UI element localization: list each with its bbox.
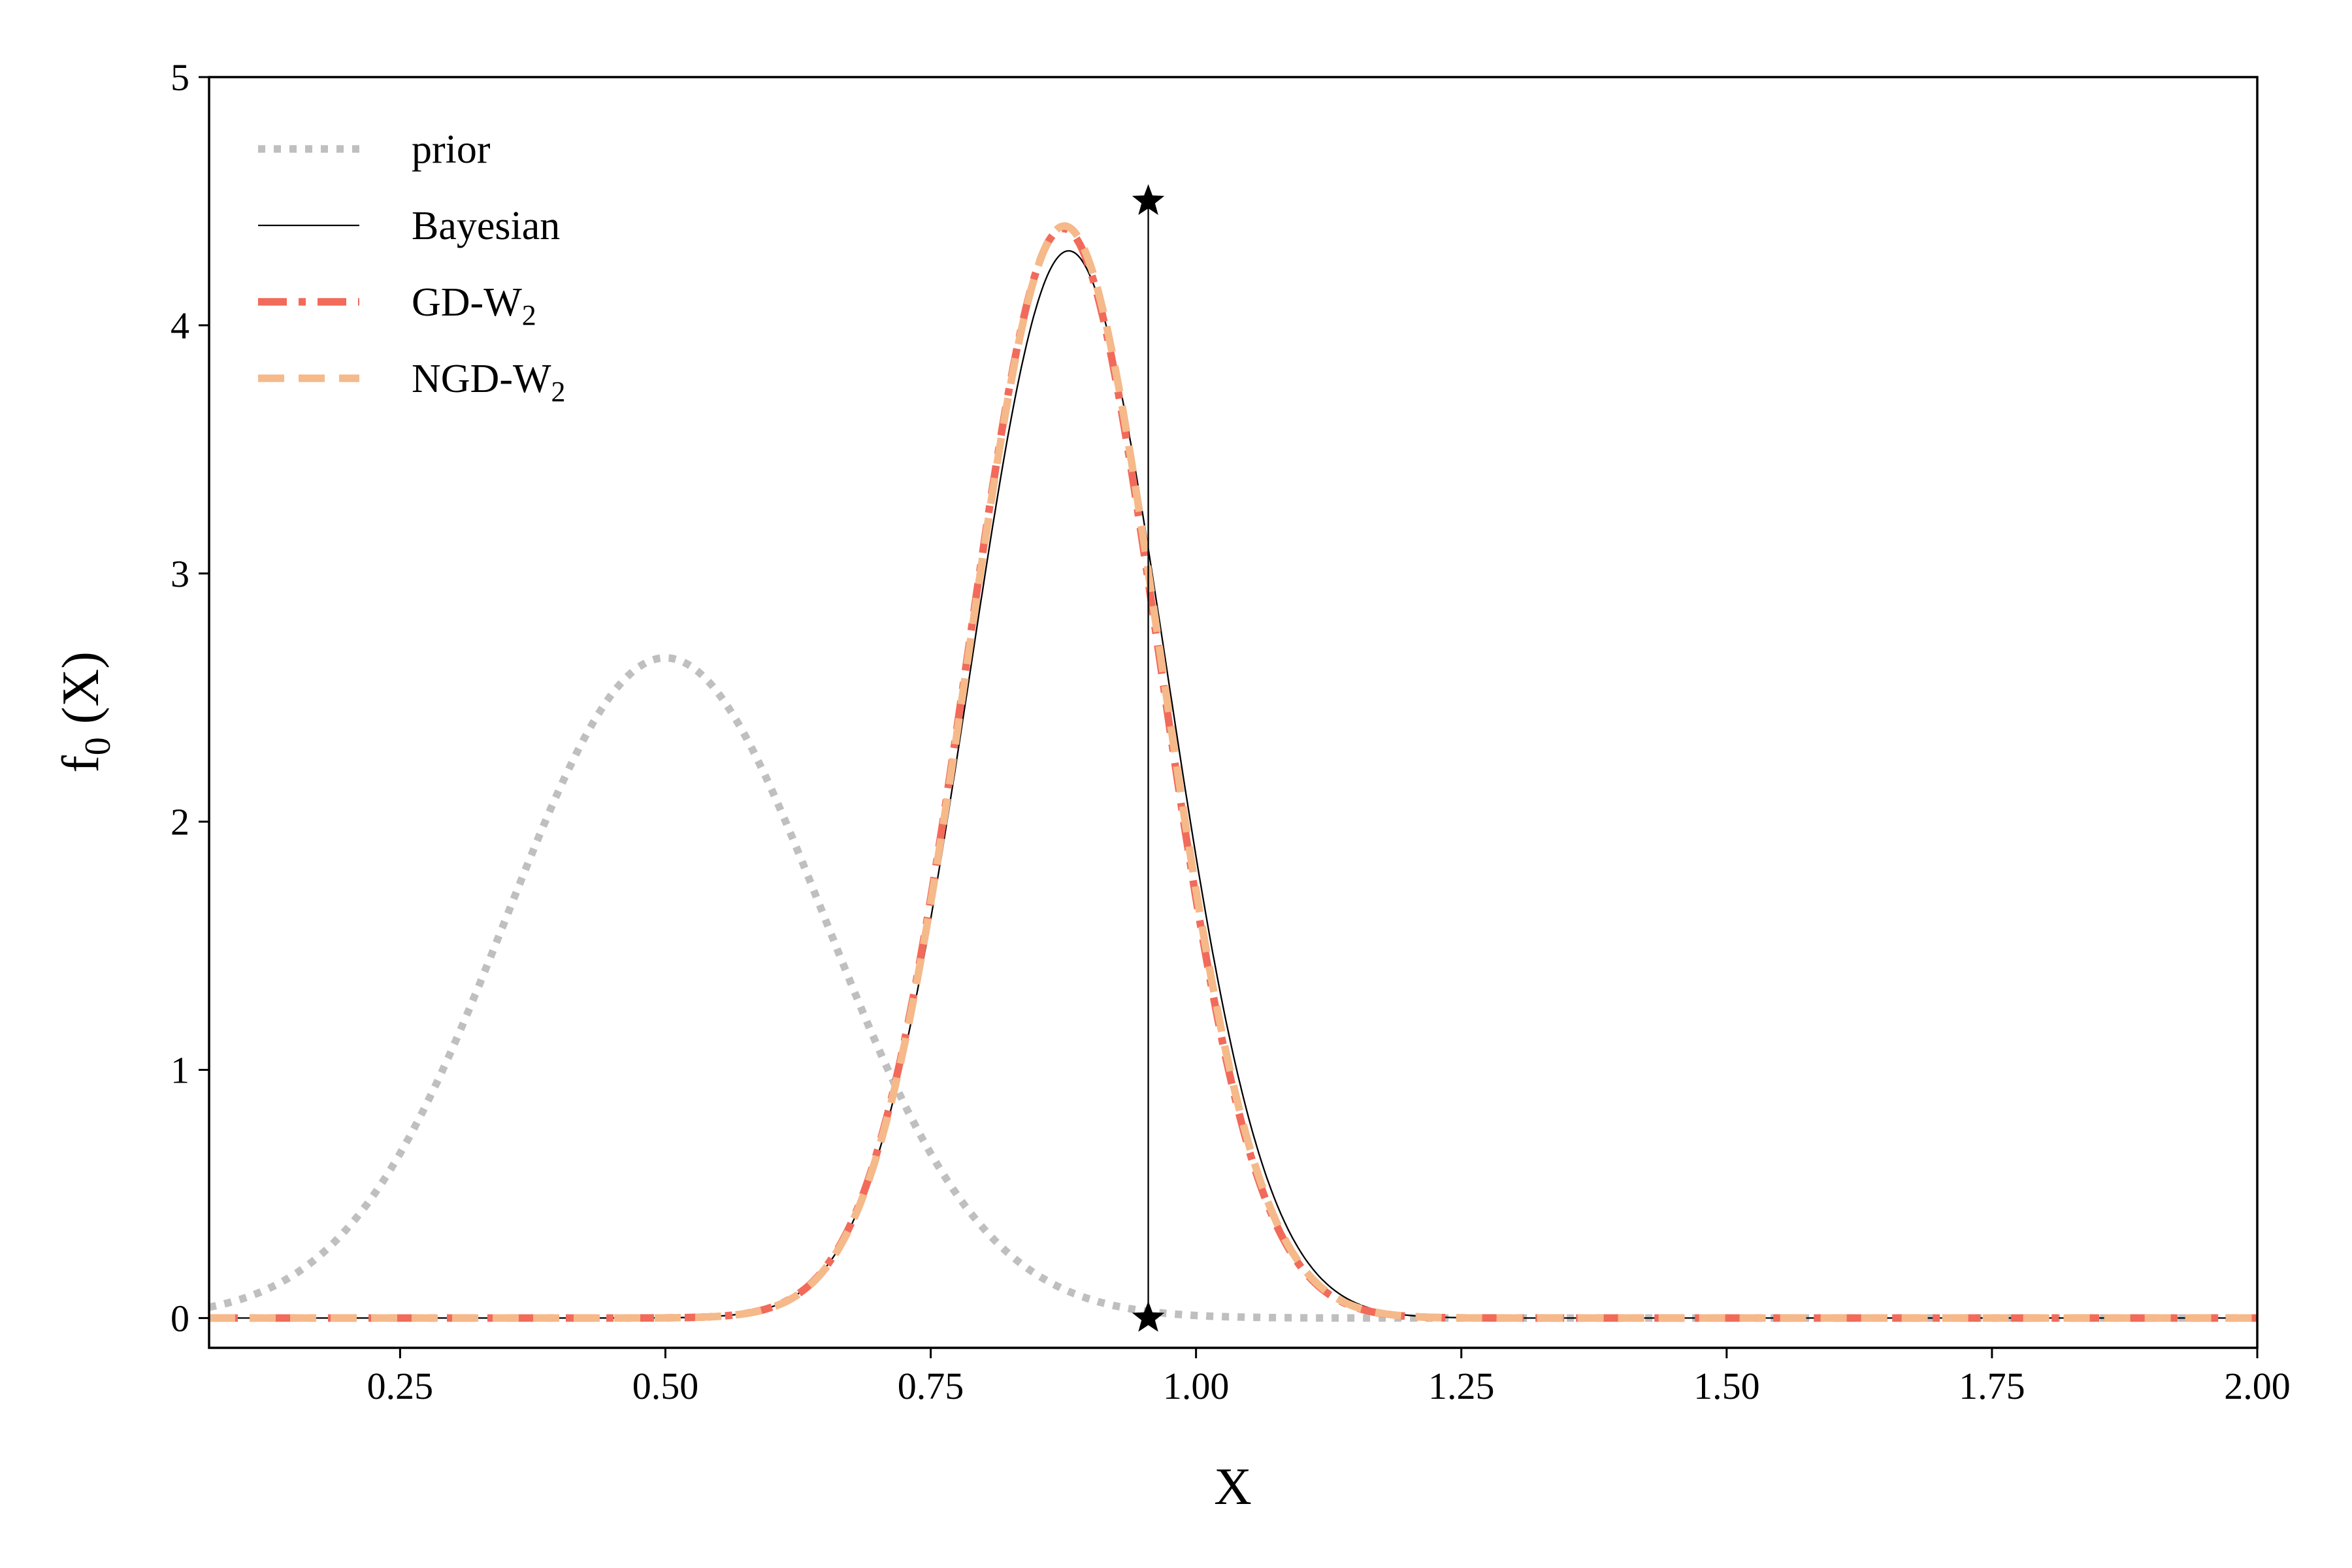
y-tick-label: 0 <box>171 1297 189 1339</box>
x-tick-label: 0.25 <box>367 1365 434 1407</box>
legend-label-bayesian: Bayesian <box>412 204 560 248</box>
x-tick-label: 2.00 <box>2224 1365 2291 1407</box>
x-tick-label: 1.00 <box>1163 1365 1230 1407</box>
legend-label-gd-w2: GD-W2 <box>412 280 536 331</box>
y-tick-label: 5 <box>171 56 189 99</box>
y-tick-label: 1 <box>171 1049 189 1092</box>
x-tick-label: 0.75 <box>898 1365 964 1407</box>
plot-frame <box>208 76 2259 1349</box>
x-tick-label: 1.75 <box>1959 1365 2025 1407</box>
y-tick-label: 2 <box>171 801 189 843</box>
legend-label-prior: prior <box>412 127 491 172</box>
x-tick-label: 1.25 <box>1428 1365 1495 1407</box>
series-layer <box>209 222 2257 1322</box>
x-tick-label: 1.50 <box>1693 1365 1760 1407</box>
observation-star-marker-bottom <box>1132 1301 1165 1332</box>
x-tick-label: 0.50 <box>632 1365 699 1407</box>
y-tick-label: 3 <box>171 553 189 595</box>
x-axis-ticks: 0.25 0.50 0.75 1.00 1.25 1.50 1.75 2.00 <box>367 1348 2291 1407</box>
legend: prior Bayesian GD-W2 NGD-W2 <box>258 127 566 408</box>
legend-label-ngd-w2: NGD-W2 <box>412 357 566 408</box>
y-tick-label: 4 <box>171 304 189 347</box>
y-axis-label: f0 (X) <box>52 651 118 773</box>
series-line-ngd-w2 <box>209 222 2257 1322</box>
observation-star-marker-top <box>1132 184 1165 215</box>
y-axis-ticks: 0 1 2 3 4 5 <box>171 56 209 1339</box>
observation-layer <box>1132 184 1165 1332</box>
x-axis-label: X <box>1214 1458 1252 1516</box>
